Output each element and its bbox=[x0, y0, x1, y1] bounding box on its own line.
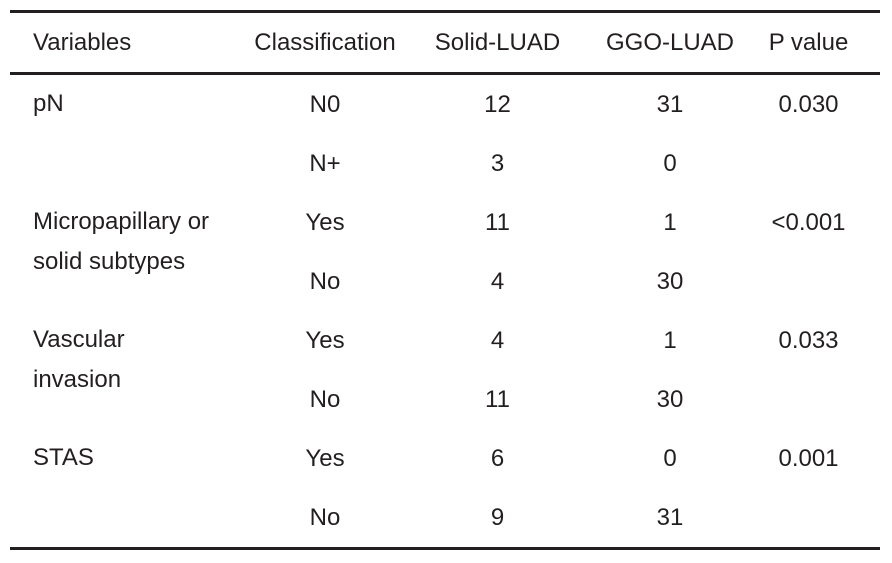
ggo-luad-cell: 0 bbox=[663, 149, 677, 177]
solid-luad-cell: 9 bbox=[490, 503, 505, 531]
classification-cell: Yes bbox=[305, 208, 345, 236]
p-value-cell: <0.001 bbox=[771, 208, 846, 236]
variable-line: STAS bbox=[33, 444, 94, 471]
p-value-cell bbox=[755, 488, 880, 549]
classification-cell: N0 bbox=[309, 90, 341, 118]
table-row: No 4 30 bbox=[10, 252, 880, 311]
solid-luad-cell: 11 bbox=[485, 385, 510, 413]
classification-cell: No bbox=[309, 267, 341, 295]
table-container: Variables Classification Solid-LUAD GGO-… bbox=[10, 10, 880, 550]
ggo-luad-cell: 30 bbox=[656, 267, 684, 295]
table-row: No 11 30 bbox=[10, 370, 880, 429]
table-row: Vascular invasion Yes 4 1 0.033 bbox=[10, 311, 880, 393]
table-row: pN N0 12 31 0.030 bbox=[10, 74, 880, 135]
column-header-p-value: P value bbox=[768, 28, 849, 56]
solid-luad-cell: 12 bbox=[484, 90, 511, 118]
ggo-luad-cell: 0 bbox=[663, 444, 677, 472]
variable-cell-pn: pN bbox=[10, 74, 240, 194]
comparison-table: Variables Classification Solid-LUAD GGO-… bbox=[10, 10, 880, 550]
ggo-luad-cell: 1 bbox=[663, 208, 677, 236]
p-value-cell: 0.001 bbox=[778, 444, 839, 472]
classification-cell: Yes bbox=[305, 444, 345, 472]
ggo-luad-cell: 31 bbox=[656, 503, 684, 531]
solid-luad-cell: 4 bbox=[490, 267, 505, 295]
solid-luad-cell: 6 bbox=[490, 444, 505, 472]
classification-cell: No bbox=[309, 503, 341, 531]
column-header-solid-luad: Solid-LUAD bbox=[434, 28, 561, 56]
classification-cell: No bbox=[309, 385, 341, 413]
variable-cell-micropapillary: Micropapillary or solid subtypes bbox=[10, 193, 240, 311]
variable-line: solid subtypes bbox=[33, 248, 186, 275]
variable-line: pN bbox=[33, 90, 64, 117]
solid-luad-cell: 11 bbox=[485, 208, 510, 236]
classification-cell: N+ bbox=[309, 149, 341, 177]
table-header: Variables Classification Solid-LUAD GGO-… bbox=[10, 12, 880, 74]
column-header-classification: Classification bbox=[254, 28, 396, 56]
p-value-cell: 0.030 bbox=[778, 90, 839, 118]
p-value-cell bbox=[755, 134, 880, 193]
ggo-luad-cell: 30 bbox=[656, 385, 684, 413]
classification-cell: Yes bbox=[305, 326, 345, 354]
variable-line: Micropapillary or bbox=[33, 208, 210, 235]
variable-line: Vascular bbox=[33, 326, 125, 353]
p-value-cell bbox=[755, 370, 880, 429]
table-row: N+ 3 0 bbox=[10, 134, 880, 193]
p-value-cell bbox=[755, 252, 880, 311]
column-header-ggo-luad: GGO-LUAD bbox=[605, 28, 734, 56]
table-row: Micropapillary or solid subtypes Yes 11 … bbox=[10, 193, 880, 275]
solid-luad-cell: 3 bbox=[490, 149, 505, 177]
header-row: Variables Classification Solid-LUAD GGO-… bbox=[10, 12, 880, 74]
column-header-variables: Variables bbox=[33, 28, 132, 56]
solid-luad-cell: 4 bbox=[490, 326, 505, 354]
variable-cell-stas: STAS bbox=[10, 429, 240, 549]
p-value-cell: 0.033 bbox=[778, 326, 839, 354]
table-row: No 9 31 bbox=[10, 488, 880, 549]
ggo-luad-cell: 1 bbox=[663, 326, 677, 354]
variable-cell-vascular-invasion: Vascular invasion bbox=[10, 311, 240, 429]
table-body: pN N0 12 31 0.030 N+ 3 0 Micropapillary … bbox=[10, 74, 880, 549]
table-row: STAS Yes 6 0 0.001 bbox=[10, 429, 880, 488]
ggo-luad-cell: 31 bbox=[656, 90, 684, 118]
variable-line: invasion bbox=[33, 366, 122, 393]
